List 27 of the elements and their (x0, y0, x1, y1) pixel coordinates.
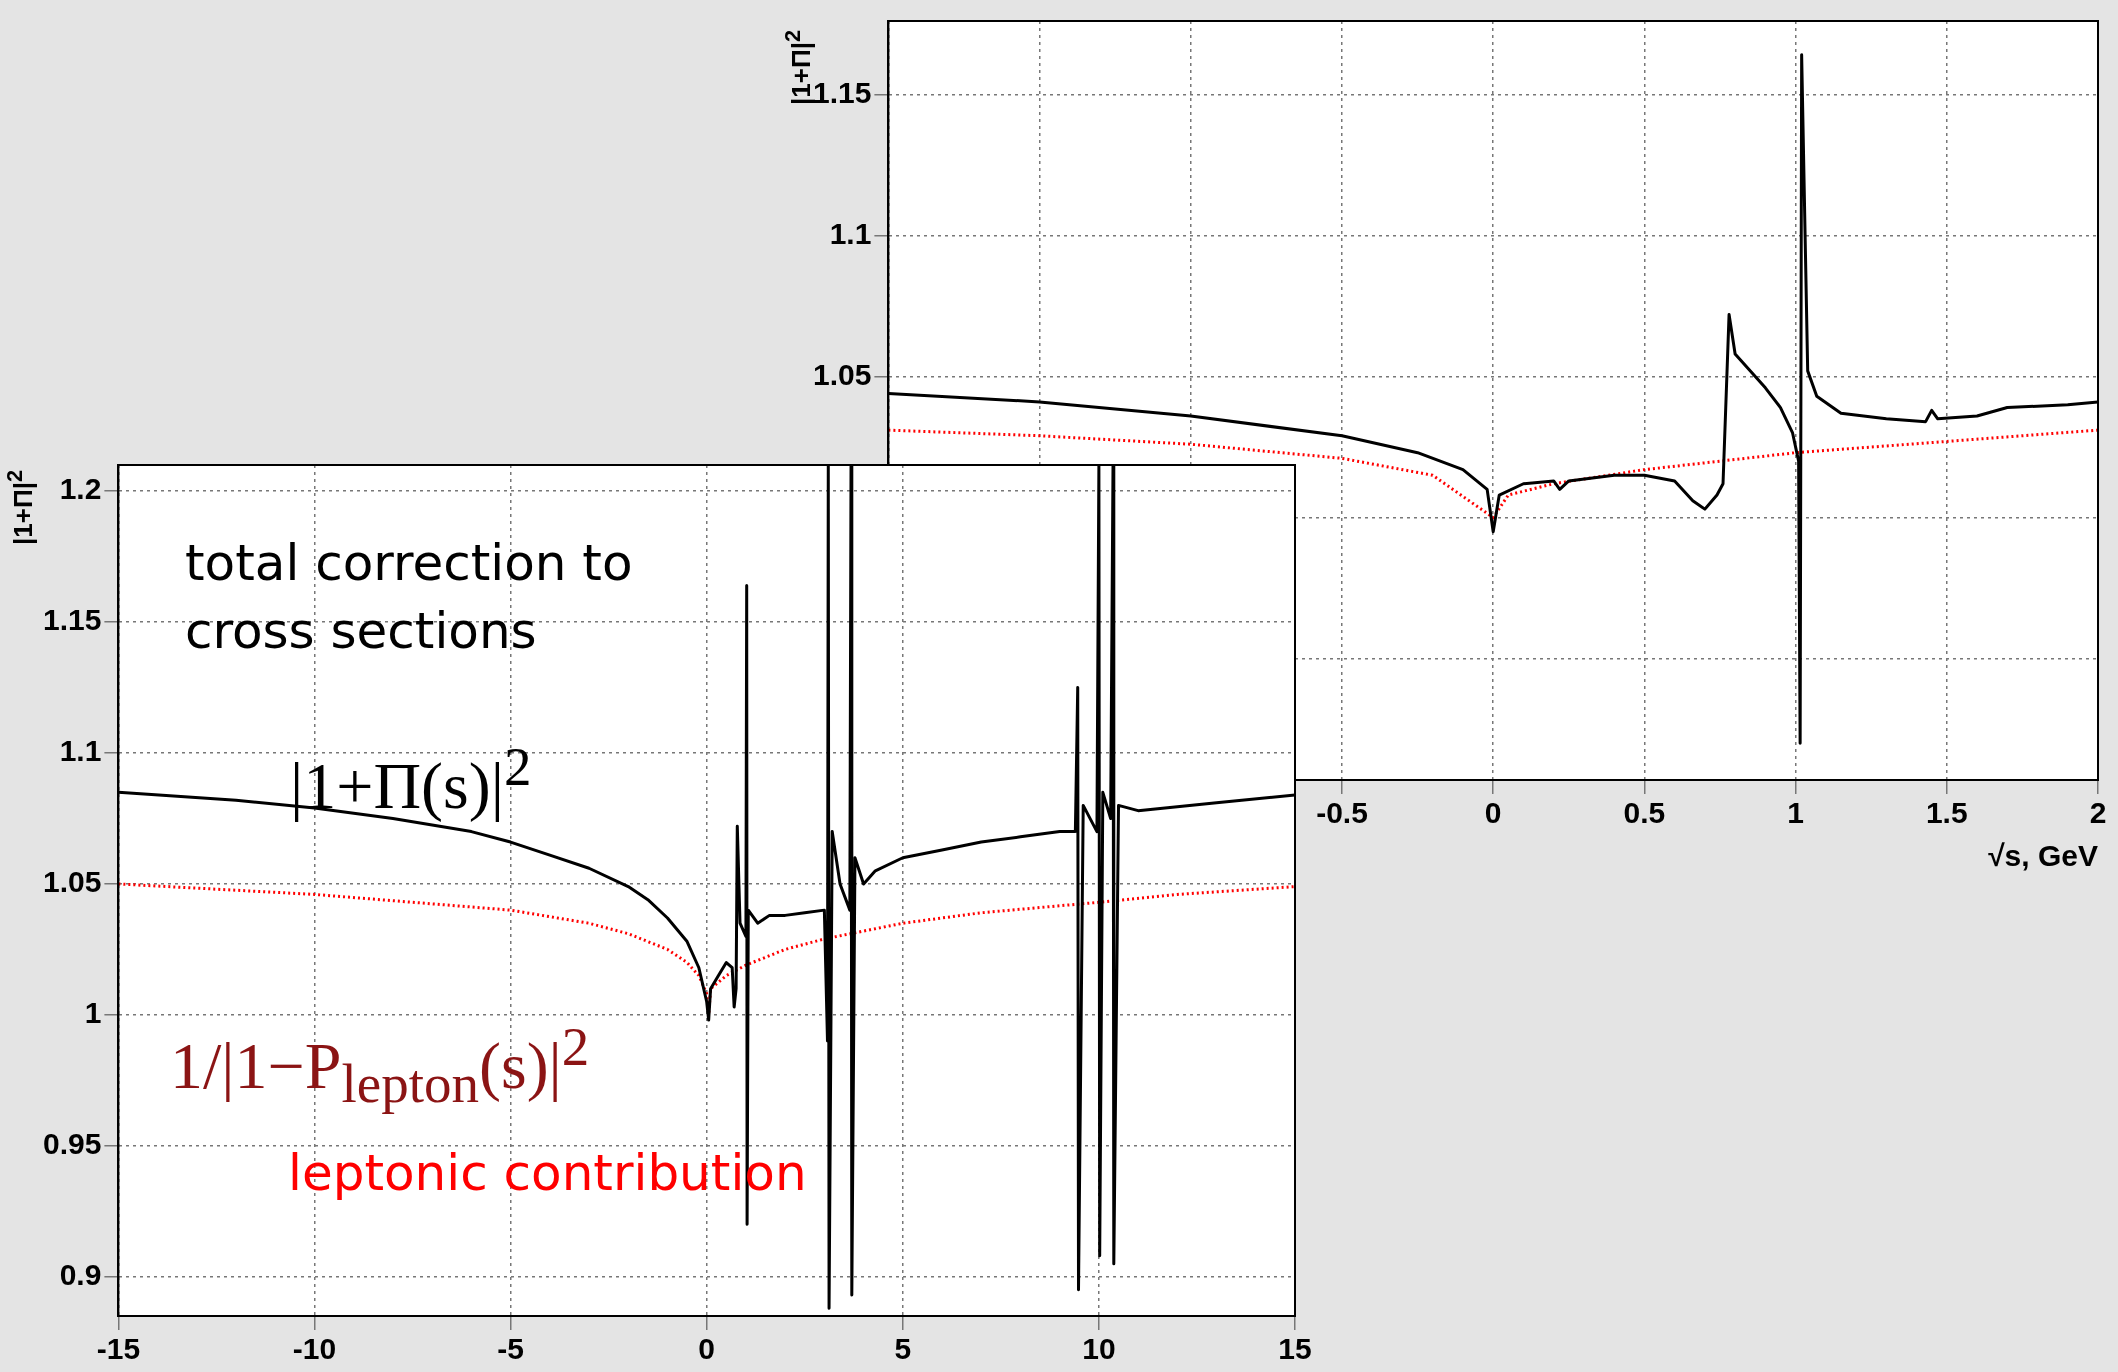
x-tick-label: 15 (1278, 1332, 1312, 1366)
x-tick-label: 0 (1484, 796, 1502, 830)
x-tick-label: 1.5 (1925, 796, 1968, 830)
y-tick-label: 0.9 (59, 1257, 102, 1291)
x-tick-label: 1 (1787, 796, 1804, 830)
x-tick-label: 2 (2089, 796, 2107, 830)
y-tick-label: 1.2 (59, 472, 102, 506)
x-tick-label: 0.5 (1623, 796, 1666, 830)
y-tick-label: 1.1 (829, 216, 872, 250)
y-tick-label: 1.1 (59, 734, 102, 768)
y-tick-label: 1.15 (43, 603, 102, 637)
x-tick-label: -5 (497, 1332, 524, 1366)
x-tick-label: 5 (894, 1332, 912, 1366)
annotation: 1/|1−P$_{lepton}$(s)|$^{2}$ (170, 1015, 591, 1117)
x-axis-title: √s, GeV (1988, 839, 2098, 873)
x-tick-label: -0.5 (1316, 796, 1368, 830)
y-tick-label: 1 (84, 996, 102, 1030)
y-tick-label: 1.05 (43, 865, 102, 899)
x-tick-label: 10 (1082, 1332, 1116, 1366)
x-tick-label: 0 (698, 1332, 716, 1366)
annotation: |1+Π(s)|$^{2}$ (290, 735, 533, 824)
line-series (888, 428, 2098, 520)
y-tick-label: 0.95 (43, 1127, 102, 1161)
y-tick-label: 1.05 (813, 357, 872, 391)
x-tick-label: -10 (292, 1332, 337, 1366)
x-tick-label: -15 (96, 1332, 141, 1366)
annotation: total correction to cross sections (185, 533, 634, 662)
